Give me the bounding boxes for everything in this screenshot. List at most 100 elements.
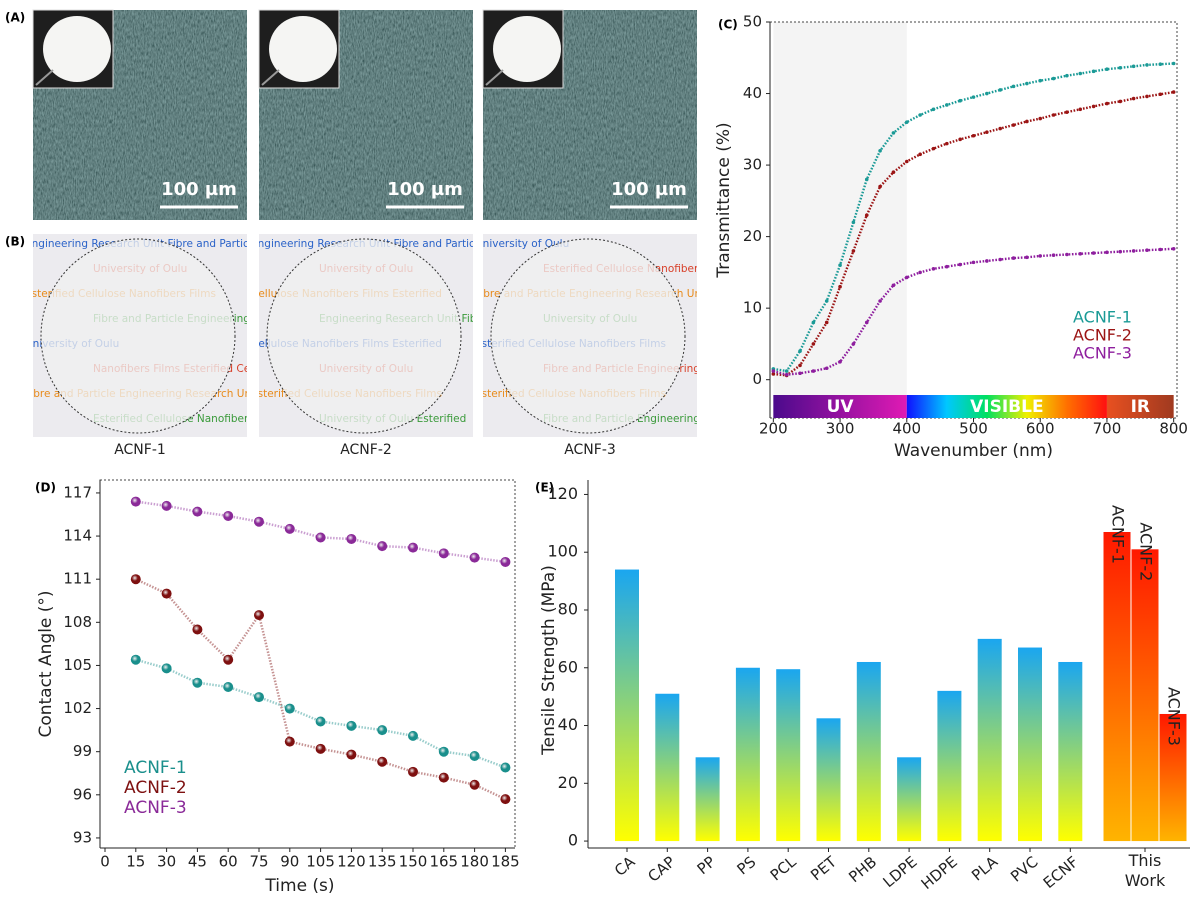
data-point [161,663,172,674]
data-point [469,552,480,563]
data-point [1011,123,1016,127]
data-point [891,131,896,135]
bar [1103,531,1131,842]
data-point [1051,76,1056,81]
group-label: This Work [1124,851,1166,890]
data-point [254,516,264,527]
panel-label: (A) [5,11,25,25]
panel-label: (D) [35,481,56,495]
data-point [784,372,789,377]
data-point [1038,78,1043,83]
legend-entry: ACNF-1 [124,758,187,778]
data-point [918,113,922,117]
y-tick-label: 99 [73,742,92,760]
x-tick-label: 30 [157,853,176,871]
data-point [1118,249,1123,254]
data-point [1105,101,1109,106]
y-tick-label: 40 [743,84,762,102]
y-tick-label: 20 [743,227,762,245]
data-point [838,360,842,364]
bar [856,661,881,842]
data-point [1078,71,1083,76]
data-point [1091,251,1096,255]
legend-entry: ACNF-3 [124,798,187,818]
data-point [1131,249,1136,253]
legend-entry: ACNF-2 [124,778,187,798]
data-point [945,103,949,107]
caption: ACNF-1 [114,442,166,458]
photo: Engineering Research Unit Fibre and Part… [33,234,247,437]
data-point [1158,247,1163,252]
data-point [130,496,141,507]
data-point [1105,67,1109,72]
data-point [985,91,989,96]
band-label: VISIBLE [970,397,1043,417]
scale-bar-label: 100 µm [611,179,687,200]
x-axis-label: Wavenumber (nm) [894,441,1053,461]
data-point [192,506,203,517]
data-point [1171,246,1176,251]
data-point [377,725,388,736]
tweezer [261,69,280,86]
data-point [1038,116,1043,121]
tweezer [35,69,54,86]
bar-label: ACNF-1 [1109,505,1128,564]
x-tick-label: HDPE [918,853,961,893]
data-point [811,342,816,346]
data-point [254,610,264,621]
data-point [223,654,234,665]
y-tick-label: 50 [743,13,762,31]
data-point [1065,110,1069,114]
data-point [1131,64,1136,69]
data-point [931,107,936,112]
data-point [824,320,829,325]
x-tick-label: 150 [399,853,428,871]
data-point [945,264,949,269]
data-point [469,779,480,790]
y-tick-label: 20 [558,773,578,792]
data-point [1065,73,1069,78]
series-line [135,500,506,564]
data-point [315,743,326,754]
data-point [811,320,816,325]
data-point [1158,92,1163,97]
x-tick-label: CA [611,852,639,880]
bar [1058,661,1083,842]
data-point [1171,90,1176,94]
film [266,238,462,434]
data-point [998,257,1002,262]
x-tick-label: PLA [968,852,1002,884]
x-tick-label: 75 [249,853,268,871]
y-tick-label: 96 [73,785,92,803]
caption: ACNF-2 [340,442,392,458]
data-point [469,751,480,761]
y-tick-label: 30 [743,156,762,174]
film [40,238,236,434]
x-tick-label: LDPE [880,853,921,891]
x-axis-label: Time (s) [264,876,334,896]
data-point [904,159,909,164]
data-point [284,703,295,714]
bar [816,718,841,842]
data-point [1145,94,1149,99]
data-point [161,500,172,511]
bar [655,693,680,842]
data-point [161,588,172,599]
data-point [771,372,776,376]
data-point [438,772,449,783]
data-point [500,556,511,567]
bar [1131,549,1159,842]
data-point [500,794,511,805]
x-tick-label: 15 [126,853,145,871]
spectrum-band [906,395,1107,418]
x-tick-label: 135 [368,853,397,871]
data-point [1091,104,1096,109]
bar-label: ACNF-2 [1137,522,1156,581]
data-point [1011,84,1016,89]
bar [1159,713,1187,842]
data-point [1145,248,1149,253]
data-point [958,262,962,267]
y-axis-label: Transmittance (%) [714,122,734,278]
bar [615,569,639,842]
